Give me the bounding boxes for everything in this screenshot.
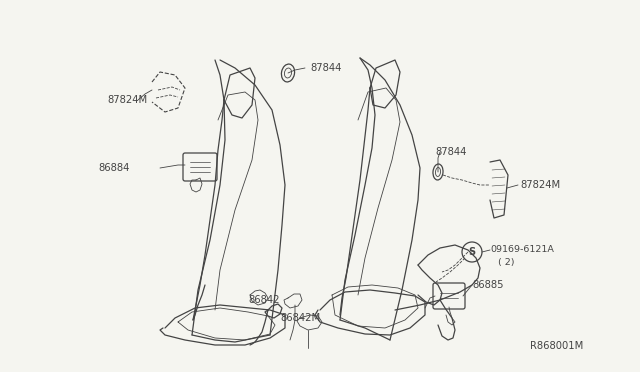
Text: 87824M: 87824M (520, 180, 560, 190)
Text: 87824M: 87824M (107, 95, 147, 105)
Text: 86842: 86842 (248, 295, 280, 305)
Text: R868001M: R868001M (530, 341, 583, 351)
Text: 86884: 86884 (98, 163, 129, 173)
Text: S: S (468, 247, 476, 257)
Text: 87844: 87844 (435, 147, 467, 157)
Text: ( 2): ( 2) (498, 257, 515, 266)
Text: 09169-6121A: 09169-6121A (490, 244, 554, 253)
Text: 86842M: 86842M (280, 313, 320, 323)
Text: 86885: 86885 (472, 280, 504, 290)
Text: 87844: 87844 (310, 63, 341, 73)
